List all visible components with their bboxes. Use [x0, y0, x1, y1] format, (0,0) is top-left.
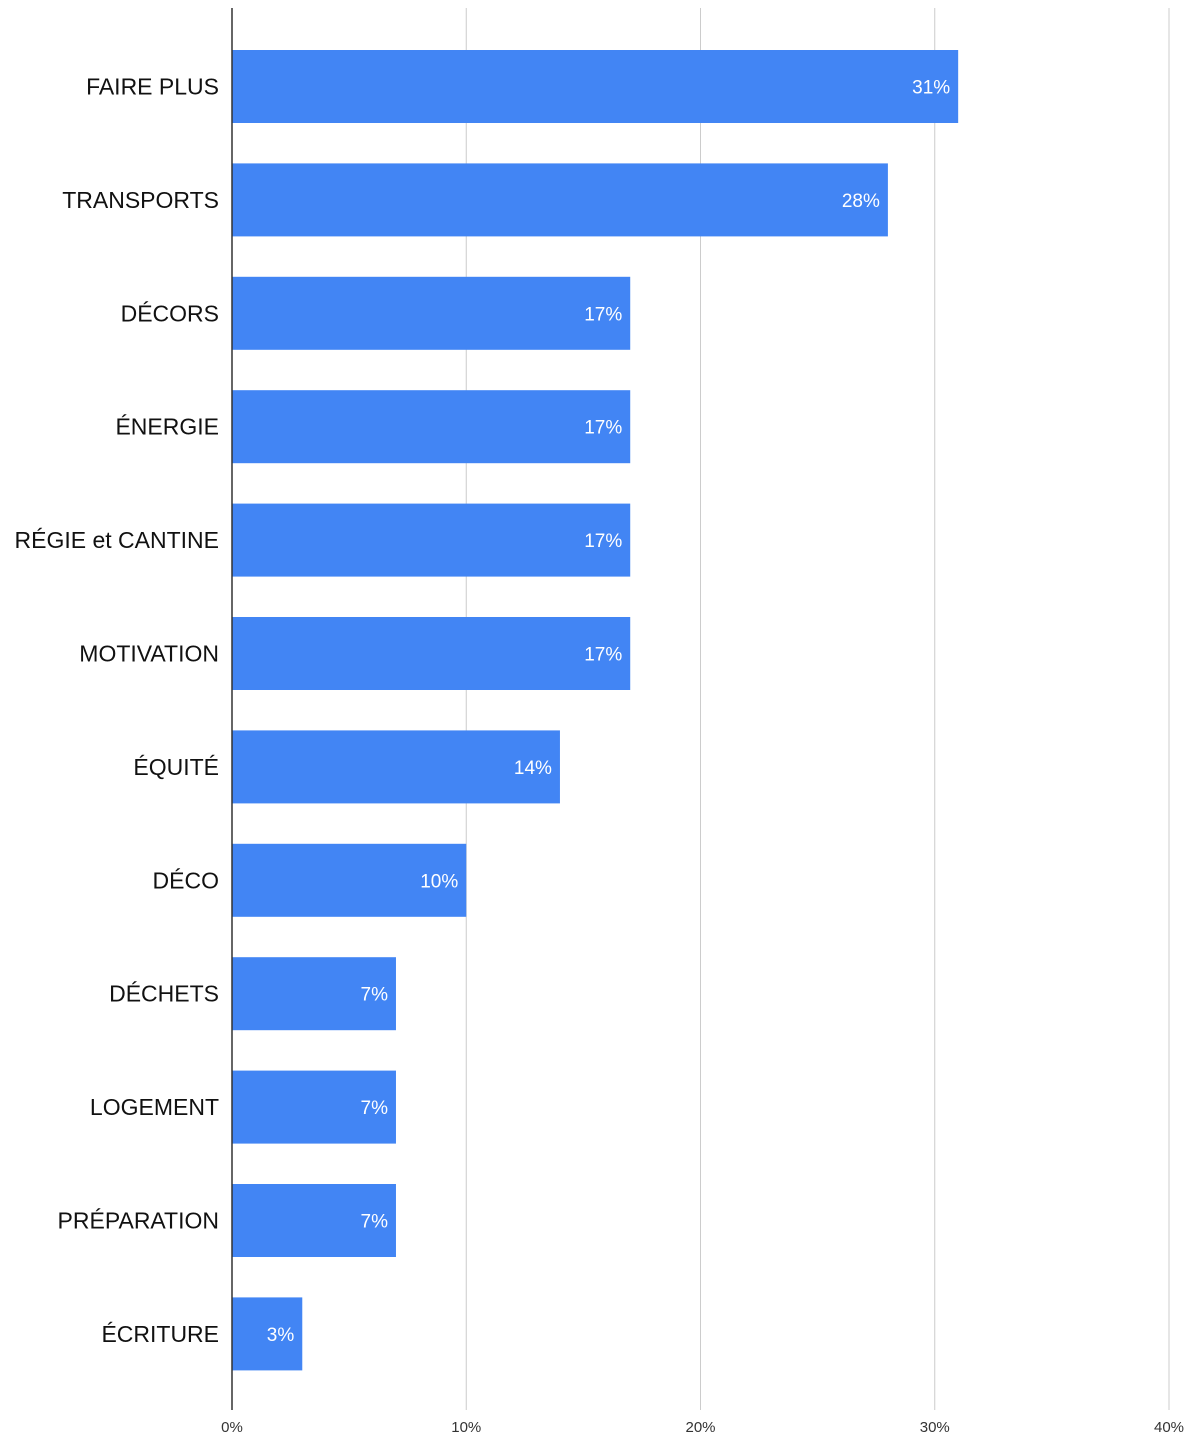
data-label: 17% — [584, 531, 622, 552]
x-tick-label: 20% — [685, 1419, 715, 1436]
bar — [232, 163, 888, 237]
data-label: 7% — [361, 1212, 389, 1233]
data-label: 3% — [267, 1325, 295, 1346]
category-label: RÉGIE et CANTINE — [15, 527, 219, 553]
bar — [232, 730, 560, 804]
category-label: DÉCO — [153, 867, 219, 893]
x-tick-label: 10% — [451, 1419, 481, 1436]
x-tick-label: 0% — [221, 1419, 243, 1436]
bar — [232, 843, 467, 917]
bar — [232, 390, 631, 464]
bar — [232, 503, 631, 577]
data-label: 7% — [361, 1098, 389, 1119]
category-labels: FAIRE PLUS TRANSPORTS DÉCORS ÉNERGIE RÉGIE e… — [15, 74, 219, 1347]
x-tick-label: 30% — [920, 1419, 950, 1436]
bar — [232, 957, 396, 1031]
category-label: ÉQUITÉ — [133, 754, 219, 780]
data-label: 17% — [584, 645, 622, 666]
x-axis-tick-labels: 0% 10% 20% 30% 40% — [221, 1419, 1184, 1436]
category-label: DÉCHETS — [109, 981, 219, 1007]
category-label: LOGEMENT — [90, 1094, 219, 1120]
data-label: 28% — [842, 191, 880, 212]
category-label: MOTIVATION — [79, 641, 219, 667]
bar — [232, 617, 631, 690]
category-label: TRANSPORTS — [62, 187, 219, 213]
category-label: ÉNERGIE — [115, 414, 219, 440]
category-label: FAIRE PLUS — [86, 74, 219, 100]
bars — [232, 50, 959, 1371]
data-label: 7% — [361, 985, 389, 1006]
category-label: DÉCORS — [121, 300, 219, 326]
value-labels: 31% 28% 17% 17% 17% 17% 14% 10% 7% 7% 7% 3% — [267, 78, 950, 1346]
bar — [232, 1297, 303, 1371]
data-label: 17% — [584, 304, 622, 325]
bar — [232, 1184, 396, 1257]
data-label: 31% — [912, 78, 950, 99]
category-label: ÉCRITURE — [101, 1321, 219, 1347]
data-label: 10% — [420, 871, 458, 892]
gridlines — [465, 8, 1170, 1410]
bar — [232, 50, 959, 123]
x-tick-label: 40% — [1154, 1419, 1184, 1436]
bar — [232, 276, 631, 350]
data-label: 17% — [584, 418, 622, 439]
category-label: PRÉPARATION — [58, 1208, 219, 1234]
bar — [232, 1070, 396, 1144]
data-label: 14% — [514, 758, 552, 779]
